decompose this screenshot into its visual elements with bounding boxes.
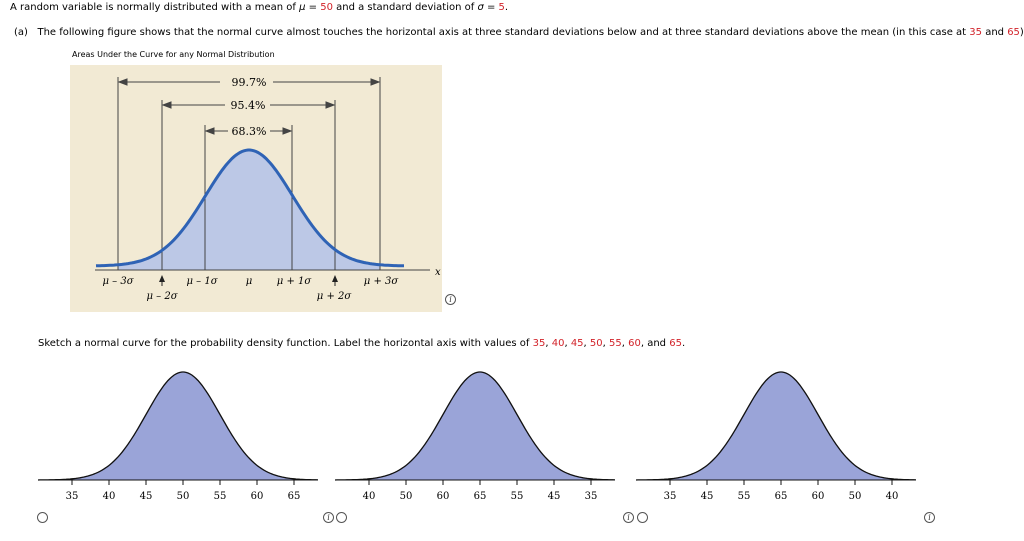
mean-value: 50	[320, 2, 333, 13]
option-1-tick-label: 50	[177, 491, 190, 502]
percent-arrows	[117, 78, 381, 135]
option-3-tick-label: 55	[738, 491, 751, 502]
option-3-graph[interactable]: 35 45 55 65 60 50 40	[635, 362, 917, 502]
option-3-tick-label: 45	[701, 491, 714, 502]
sd-guide-lines	[117, 77, 381, 270]
label-mu-minus-3sigma: μ – 3σ	[102, 276, 134, 287]
option-2-area	[335, 372, 615, 480]
option-2-radio[interactable]	[336, 512, 347, 523]
label-mu-minus-2sigma: μ – 2σ	[146, 291, 178, 302]
pct-95-4-label: 95.4%	[231, 99, 266, 112]
option-2-tick-label: 50	[400, 491, 413, 502]
option-1-tick-label: 60	[251, 491, 264, 502]
x-axis-variable: x	[435, 267, 441, 278]
sketch-instruction: Sketch a normal curve for the probabilit…	[38, 338, 686, 349]
option-3-tick-label: 60	[812, 491, 825, 502]
option-2-tick-marks	[368, 480, 592, 485]
two-sigma-pointers	[159, 275, 338, 286]
pct-68-3-label: 68.3%	[232, 125, 267, 138]
option-1-tick-label: 35	[66, 491, 79, 502]
option-2-tick-label: 40	[363, 491, 376, 502]
label-mu-plus-1sigma: μ + 1σ	[277, 276, 313, 287]
option-3-tick-label: 50	[849, 491, 862, 502]
option-1-curve: 35 40 45 50 55 60 65	[37, 371, 319, 502]
option-2-tick-label: 55	[511, 491, 524, 502]
option-2-graph[interactable]: 40 50 60 65 55 45 35	[334, 362, 616, 502]
option-2-tick-label: 35	[585, 491, 598, 502]
option-3-tick-label: 65	[775, 491, 788, 502]
option-3-curve: 35 45 55 65 60 50 40	[635, 371, 917, 502]
option-3-info-icon[interactable]: i	[924, 512, 935, 523]
option-1-graph[interactable]: 35 40 45 50 55 60 65	[37, 362, 319, 502]
sd-value: 5	[498, 2, 505, 13]
option-3-area	[636, 372, 916, 480]
option-3-radio[interactable]	[637, 512, 648, 523]
option-1-tick-label: 55	[214, 491, 227, 502]
curve-area-fill	[118, 150, 380, 270]
label-mu-plus-3sigma: μ + 3σ	[364, 276, 400, 287]
option-3-tick-label: 40	[886, 491, 899, 502]
part-a-label: (a)	[14, 27, 28, 38]
option-1-tick-label: 40	[103, 491, 116, 502]
option-1-info-icon[interactable]: i	[323, 512, 334, 523]
option-1-normal-curve	[37, 371, 319, 481]
label-mu: μ	[246, 276, 253, 287]
sigma-symbol: σ	[477, 2, 484, 13]
question-text: A random variable is normally distribute…	[10, 2, 509, 13]
pct-99-7-label: 99.7%	[232, 76, 267, 89]
option-2-info-icon[interactable]: i	[623, 512, 634, 523]
option-3-normal-curve	[635, 371, 917, 481]
label-mu-plus-2sigma: μ + 2σ	[317, 291, 353, 302]
option-2-tick-label: 60	[437, 491, 450, 502]
label-mu-minus-1sigma: μ – 1σ	[186, 276, 218, 287]
option-2-curve: 40 50 60 65 55 45 35	[334, 371, 616, 502]
option-1-area	[38, 372, 318, 480]
option-2-tick-label: 45	[548, 491, 561, 502]
option-1-tick-label: 45	[140, 491, 153, 502]
normal-curve	[95, 148, 404, 268]
option-3-tick-marks	[669, 480, 893, 485]
option-1-tick-label: 65	[288, 491, 301, 502]
figure-title: Areas Under the Curve for any Normal Dis…	[72, 50, 275, 59]
option-1-radio[interactable]	[37, 512, 48, 523]
part-a-text: (a) The following figure shows that the …	[14, 27, 1024, 38]
info-icon[interactable]: i	[445, 294, 456, 305]
mu-symbol: μ	[299, 2, 306, 13]
normal-areas-figure: 99.7% 95.4% 68.3% x μ – 3σ μ – 2σ μ – 1σ…	[70, 65, 442, 312]
option-2-tick-label: 65	[474, 491, 487, 502]
option-3-tick-label: 35	[664, 491, 677, 502]
option-1-tick-marks	[71, 480, 295, 485]
option-2-normal-curve	[334, 371, 616, 481]
